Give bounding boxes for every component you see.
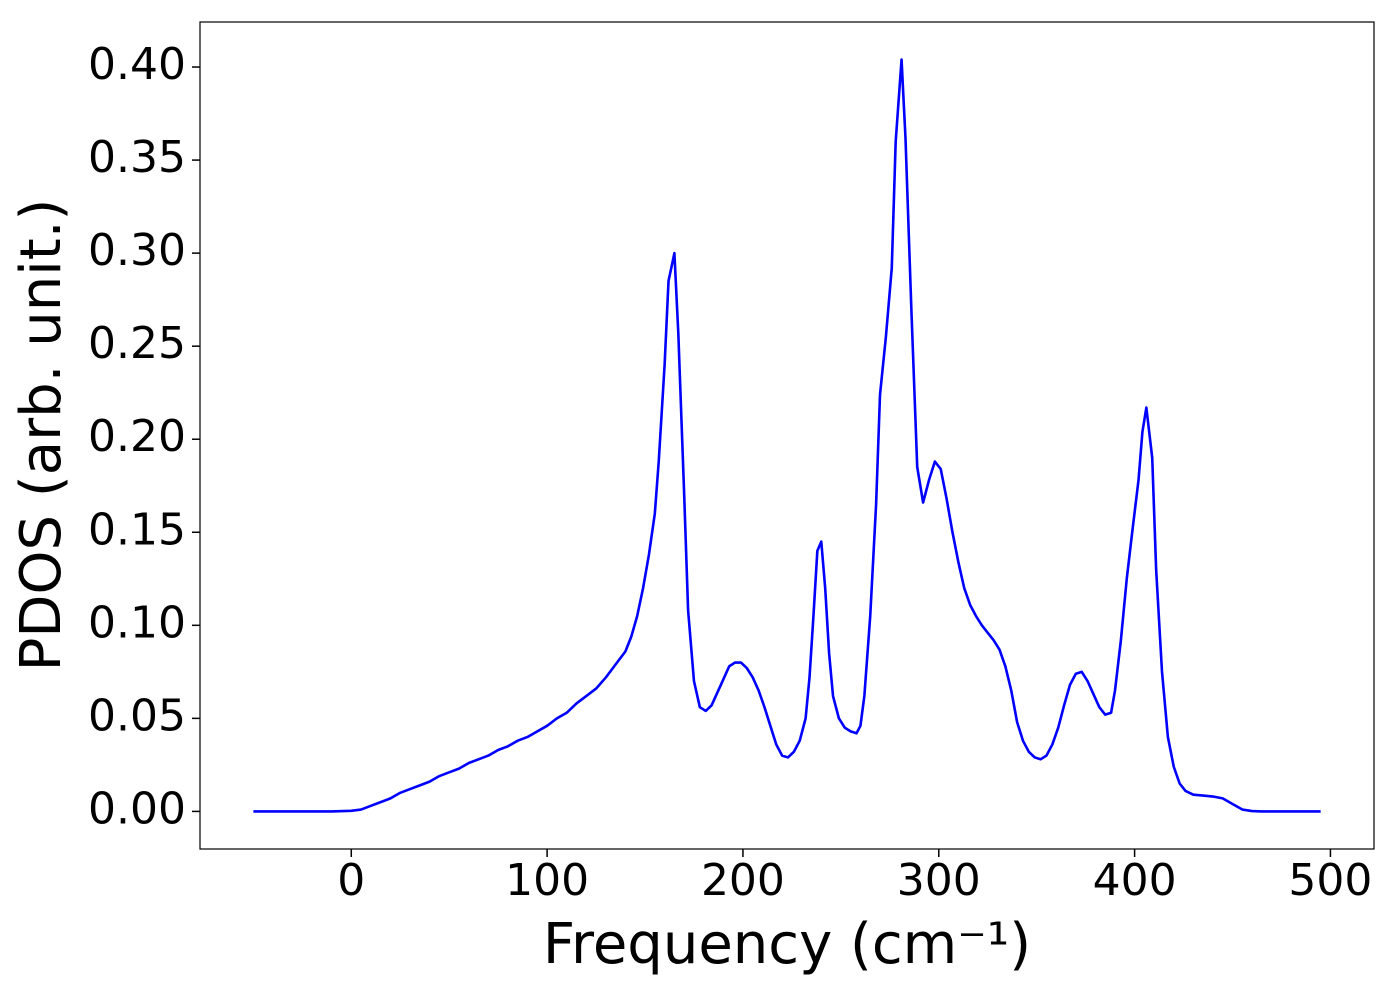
y-tick-label: 0.10 bbox=[88, 597, 186, 648]
y-tick-label: 0.35 bbox=[88, 132, 186, 183]
data-line bbox=[253, 58, 1321, 813]
x-tick-label: 100 bbox=[505, 855, 589, 906]
y-tick-label: 0.20 bbox=[88, 411, 186, 462]
plot-frame bbox=[199, 21, 1375, 850]
x-tick-label: 300 bbox=[897, 855, 981, 906]
y-tick-label: 0.15 bbox=[88, 504, 186, 555]
y-tick-label: 0.25 bbox=[88, 318, 186, 369]
x-axis-label: Frequency (cm⁻¹) bbox=[543, 912, 1031, 977]
x-tick-label: 400 bbox=[1093, 855, 1177, 906]
y-tick-label: 0.00 bbox=[88, 783, 186, 834]
x-tick-label: 500 bbox=[1288, 855, 1372, 906]
y-axis-label: PDOS (arb. unit.) bbox=[9, 199, 74, 672]
x-tick-label: 0 bbox=[337, 855, 365, 906]
y-tick-label: 0.05 bbox=[88, 690, 186, 741]
x-tick-label: 200 bbox=[701, 855, 785, 906]
y-tick-label: 0.30 bbox=[88, 225, 186, 276]
y-tick-label: 0.40 bbox=[88, 39, 186, 90]
